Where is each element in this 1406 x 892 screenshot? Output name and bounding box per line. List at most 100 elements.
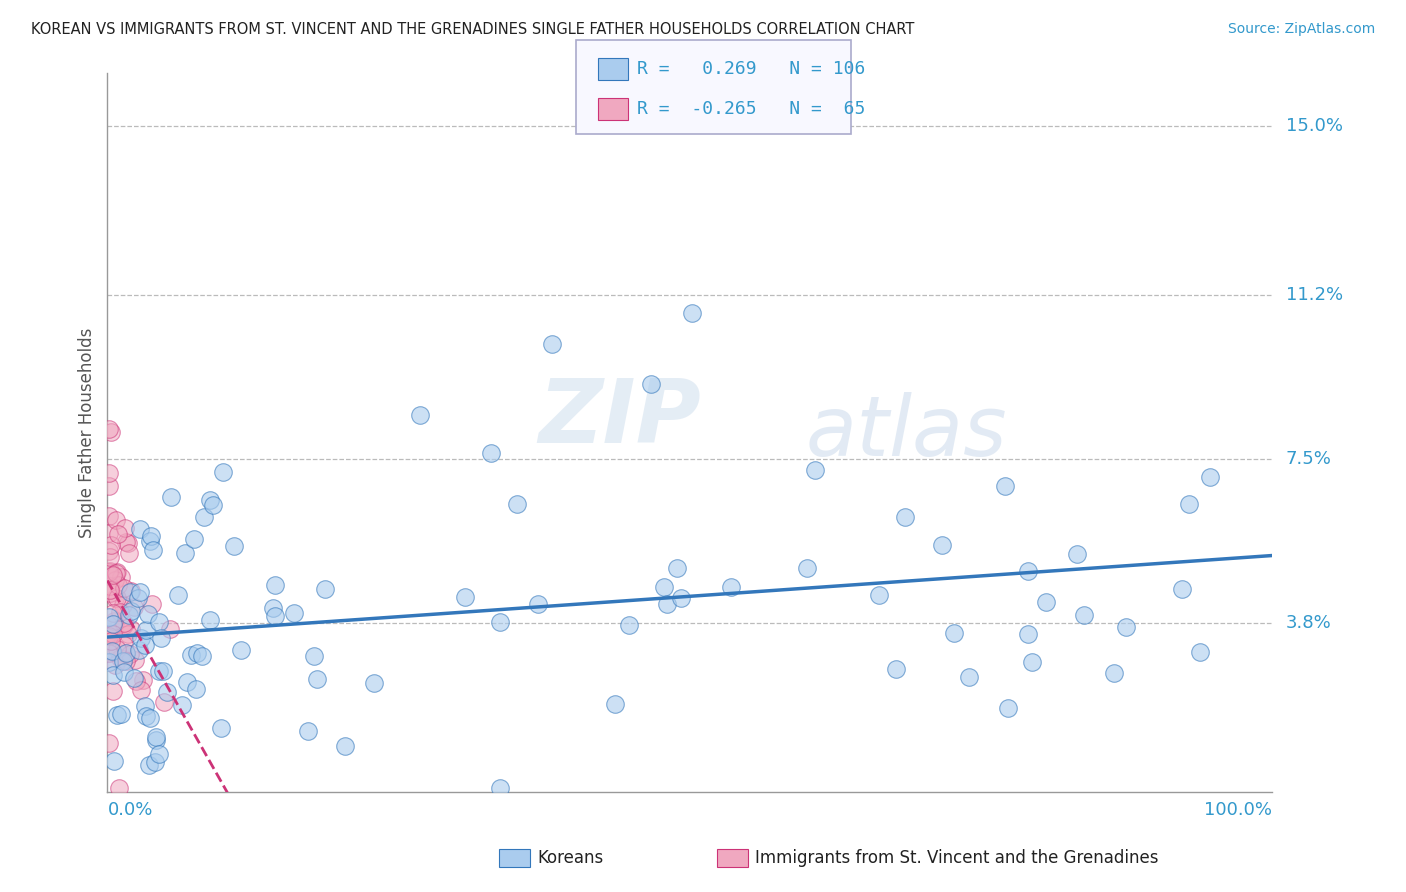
Text: R =   0.269   N = 106: R = 0.269 N = 106 [637,60,865,78]
Point [886,662,908,676]
Point [104,573,127,587]
Text: Immigrants from St. Vincent and the Grenadines: Immigrants from St. Vincent and the Gren… [755,849,1159,867]
Text: R =  -0.265   N =  65: R = -0.265 N = 65 [637,100,865,118]
Point [173,546,195,560]
Point [314,582,336,596]
Point [997,700,1019,714]
Point [98,610,121,624]
Point [98,583,121,598]
Point [141,529,163,543]
Point [957,669,980,683]
Point [132,673,155,687]
Point [136,607,159,622]
Point [112,654,135,668]
Text: Koreans: Koreans [537,849,603,867]
Point [152,664,174,678]
Point [297,723,319,738]
Point [506,497,529,511]
Point [993,478,1015,492]
Point [129,682,152,697]
Point [134,638,156,652]
Point [101,617,124,632]
Point [209,721,232,735]
Point [202,498,225,512]
Text: 15.0%: 15.0% [1285,117,1343,136]
Point [98,629,121,643]
Point [283,606,305,620]
Point [333,739,356,754]
Point [107,526,129,541]
Point [1073,607,1095,622]
Point [112,665,135,679]
Point [117,536,139,550]
Point [112,618,135,632]
Point [129,631,152,645]
Point [127,591,149,605]
Point [107,578,129,592]
Point [669,591,692,605]
Point [112,638,135,652]
Point [115,534,138,549]
Point [98,646,121,660]
Point [97,467,120,481]
Point [100,550,122,565]
Point [112,599,135,613]
Point [1178,497,1201,511]
Point [100,634,122,648]
Point [97,565,120,579]
Y-axis label: Single Father Households: Single Father Households [79,327,96,538]
Point [117,626,139,640]
Point [101,683,124,698]
Point [103,615,125,629]
Point [142,542,165,557]
Point [262,601,284,615]
Point [122,671,145,685]
Point [117,546,139,560]
Point [172,698,194,712]
Text: 0.0%: 0.0% [107,801,153,820]
Point [110,707,132,722]
Point [159,622,181,636]
Point [138,711,160,725]
Point [100,568,122,582]
Point [1199,470,1222,484]
Point [1017,626,1039,640]
Point [97,478,120,492]
Point [101,567,124,582]
Point [489,780,512,795]
Point [101,617,124,632]
Text: Source: ZipAtlas.com: Source: ZipAtlas.com [1227,22,1375,37]
Point [105,591,128,605]
Point [617,618,640,632]
Point [145,730,167,744]
Point [97,526,120,541]
Point [101,667,124,681]
Point [198,492,221,507]
Point [118,608,141,623]
Point [868,588,890,602]
Point [97,544,120,558]
Point [176,674,198,689]
Point [112,616,135,631]
Point [305,673,328,687]
Point [143,755,166,769]
Point [100,425,122,439]
Point [212,466,235,480]
Point [134,698,156,713]
Point [454,590,477,604]
Point [98,579,121,593]
Point [97,626,120,640]
Point [183,532,205,546]
Point [101,644,124,658]
Point [681,306,703,320]
Point [150,631,173,645]
Point [105,513,128,527]
Text: 11.2%: 11.2% [1285,286,1343,304]
Point [145,733,167,747]
Point [186,646,208,660]
Point [104,591,127,605]
Point [198,613,221,627]
Point [118,585,141,599]
Point [166,589,188,603]
Point [122,600,145,615]
